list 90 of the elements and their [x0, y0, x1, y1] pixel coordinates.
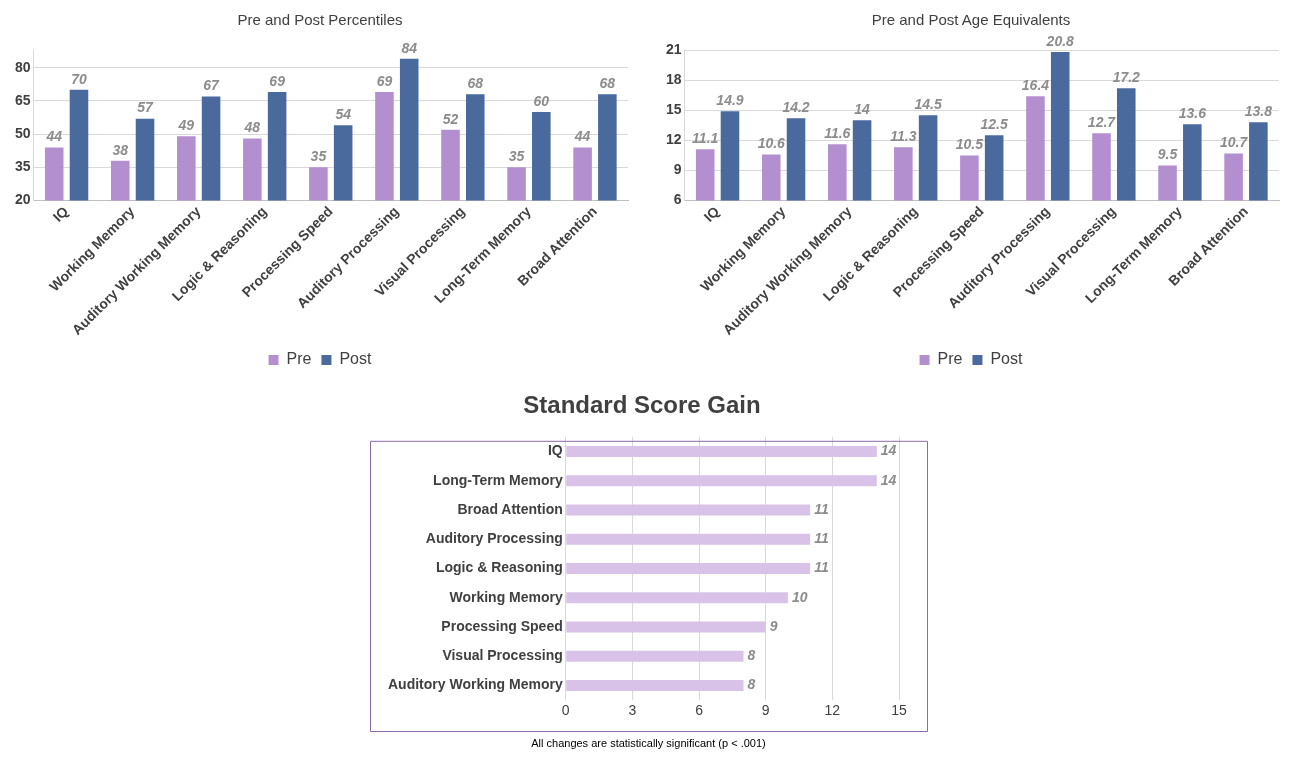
- data-label: 38: [112, 141, 129, 158]
- chart-title: Standard Score Gain: [522, 391, 761, 419]
- y-tick-label: 35: [14, 158, 31, 175]
- legend-label: Post: [990, 350, 1024, 368]
- data-label: 9.5: [1157, 146, 1178, 163]
- legend-label: Pre: [937, 350, 963, 368]
- y-tick-label: IQ: [547, 442, 563, 459]
- data-label: 10.7: [1219, 134, 1249, 151]
- x-tick-label: 12: [824, 702, 840, 719]
- data-label: 11: [813, 559, 829, 576]
- y-tick-label: 65: [14, 91, 31, 108]
- data-label: 69: [376, 72, 393, 89]
- data-label: 84: [401, 39, 418, 56]
- data-label: 11: [813, 500, 829, 517]
- chart-title: Pre and Post Percentiles: [237, 11, 403, 29]
- y-tick-label: 50: [14, 124, 31, 141]
- x-tick-label: 6: [694, 702, 703, 719]
- data-label: 8: [746, 676, 755, 693]
- data-label: 14: [880, 471, 897, 488]
- data-label: 14: [854, 101, 871, 118]
- data-label: 20.8: [1045, 32, 1075, 49]
- data-label: 10.5: [955, 136, 984, 153]
- data-label: 11.1: [692, 130, 719, 147]
- data-label: 67: [203, 77, 221, 94]
- y-tick-label: 12: [665, 131, 682, 148]
- data-label: 11: [813, 530, 829, 547]
- y-tick-label: 18: [665, 70, 682, 87]
- data-label: 12.7: [1087, 114, 1117, 131]
- y-tick-label: Broad Attention: [457, 500, 563, 517]
- y-tick-label: 20: [14, 191, 31, 208]
- data-label: 11.6: [824, 125, 851, 142]
- x-tick-label: 0: [561, 702, 570, 719]
- data-label: 10.6: [757, 135, 786, 152]
- y-tick-label: 21: [665, 40, 682, 57]
- y-tick-label: 6: [673, 191, 682, 208]
- data-label: 14.5: [914, 96, 942, 113]
- x-tick-label: 3: [628, 702, 636, 719]
- data-label: 17.2: [1112, 69, 1141, 85]
- data-label: 70: [71, 70, 87, 87]
- legend-label: Pre: [286, 350, 312, 368]
- y-tick-label: Long-Term Memory: [432, 471, 563, 488]
- bar: [565, 504, 810, 516]
- data-label: 49: [177, 117, 195, 134]
- legend-label: Post: [339, 350, 373, 368]
- bar: [565, 592, 788, 604]
- data-label: 12.5: [980, 116, 1009, 133]
- bar: [565, 475, 877, 487]
- data-label: 35: [508, 148, 525, 165]
- data-label: 13.6: [1178, 105, 1207, 122]
- data-label: 10: [791, 588, 808, 605]
- data-label: 52: [442, 110, 459, 127]
- bar: [565, 533, 810, 545]
- text: All changes are statistically significant (p < .001): [530, 737, 767, 749]
- bar: [565, 445, 877, 457]
- data-label: 68: [467, 75, 484, 92]
- bar: [565, 621, 766, 633]
- data-label: 35: [310, 148, 327, 165]
- data-label: 8: [746, 647, 755, 664]
- data-label: 14.2: [782, 99, 810, 116]
- data-label: 44: [45, 128, 63, 145]
- x-tick-label: IQ: [700, 202, 723, 225]
- bar: [565, 563, 810, 574]
- data-label: 68: [599, 75, 616, 92]
- data-label: 54: [335, 106, 352, 123]
- data-label: 44: [573, 128, 591, 145]
- y-tick-label: Working Memory: [448, 588, 563, 605]
- chart-title: Pre and Post Age Equivalents: [871, 11, 1071, 29]
- y-tick-label: Auditory Processing: [425, 530, 563, 547]
- data-label: 11.3: [890, 128, 917, 145]
- data-label: 14: [880, 442, 897, 459]
- bar: [565, 680, 743, 692]
- data-label: 60: [533, 92, 550, 109]
- y-tick-label: 15: [665, 101, 682, 118]
- y-tick-label: 80: [14, 58, 31, 75]
- data-label: 57: [137, 99, 155, 116]
- bar: [565, 650, 743, 662]
- y-tick-label: Visual Processing: [441, 647, 563, 664]
- data-label: 48: [243, 119, 261, 136]
- y-tick-label: 9: [673, 161, 682, 178]
- data-label: 14.9: [716, 92, 744, 109]
- data-label: 16.4: [1021, 77, 1050, 94]
- data-label: 69: [269, 72, 286, 89]
- y-tick-label: Logic & Reasoning: [435, 559, 563, 576]
- data-label: 9: [769, 617, 778, 634]
- data-label: 13.8: [1244, 103, 1273, 120]
- y-tick-label: Auditory Working Memory: [387, 676, 563, 693]
- x-tick-label: 15: [890, 702, 907, 719]
- x-tick-label: IQ: [49, 202, 72, 225]
- x-tick-label: 9: [761, 702, 770, 719]
- y-tick-label: Processing Speed: [440, 617, 563, 634]
